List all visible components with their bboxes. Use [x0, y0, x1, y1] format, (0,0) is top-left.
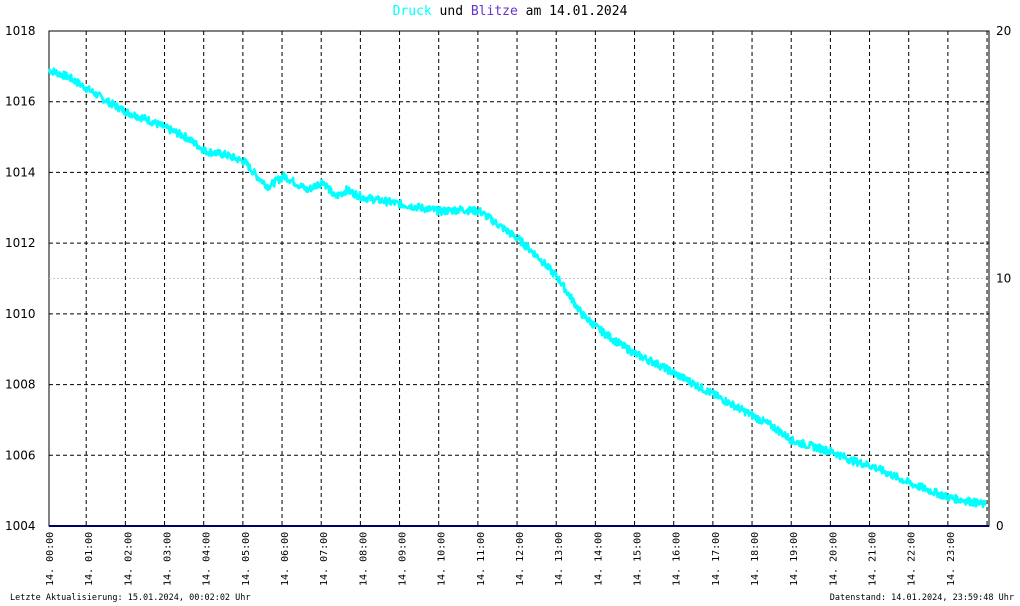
- title-blitze: Blitze: [470, 4, 518, 19]
- x-tick-label: 14. 00:00: [45, 532, 56, 586]
- x-tick-label: 14. 22:00: [907, 532, 918, 586]
- x-tick-label: 14. 01:00: [84, 532, 95, 586]
- x-tick-label: 14. 03:00: [163, 532, 174, 586]
- y-right-tick-label: 20: [996, 24, 1011, 38]
- y-right-tick-label: 10: [996, 272, 1011, 286]
- axis-layer: 1004 1006 1008 1010 1012 1014 1016 1018 0 10 20 14.…: [5, 24, 1011, 586]
- y-right-tick-label: 0: [996, 519, 1004, 533]
- x-tick-label: 14. 18:00: [750, 532, 761, 586]
- x-tick-label: 14. 08:00: [358, 532, 369, 586]
- series-druck-line: [48, 67, 987, 509]
- title-druck: Druck: [392, 4, 432, 19]
- x-tick-label: 14. 15:00: [633, 532, 644, 586]
- y-left-tick-label: 1012: [5, 236, 36, 250]
- x-tick-label: 14. 20:00: [828, 532, 839, 586]
- x-tick-label: 14. 10:00: [437, 532, 448, 586]
- grid-layer: [48, 30, 990, 527]
- x-tick-label: 14. 12:00: [515, 532, 526, 586]
- y-left-tick-label: 1016: [5, 95, 36, 109]
- y-left-tick-label: 1014: [5, 165, 36, 179]
- chart-title: Druck und Blitze am 14.01.2024: [0, 4, 1020, 19]
- y-left-tick-label: 1018: [5, 24, 36, 38]
- x-tick-label: 14. 19:00: [789, 532, 800, 586]
- x-tick-label: 14. 17:00: [711, 532, 722, 586]
- title-date: am 14.01.2024: [525, 4, 628, 19]
- x-tick-label: 14. 02:00: [123, 532, 134, 586]
- x-tick-label: 14. 04:00: [202, 532, 213, 586]
- series-layer: [48, 67, 989, 527]
- y-left-tick-label: 1004: [5, 519, 36, 533]
- y-left-tick-label: 1010: [5, 307, 36, 321]
- x-tick-label: 14. 21:00: [868, 532, 879, 586]
- x-tick-label: 14. 13:00: [554, 532, 565, 586]
- x-tick-label: 14. 16:00: [672, 532, 683, 586]
- x-tick-label: 14. 09:00: [398, 532, 409, 586]
- y-left-tick-label: 1006: [5, 448, 36, 462]
- data-status-text: Datenstand: 14.01.2024, 23:59:48 Uhr: [829, 593, 1014, 603]
- x-tick-label: 14. 11:00: [476, 532, 487, 586]
- x-tick-label: 14. 14:00: [593, 532, 604, 586]
- x-tick-label: 14. 23:00: [946, 532, 957, 586]
- x-tick-label: 14. 05:00: [241, 532, 252, 586]
- x-tick-label: 14. 06:00: [280, 532, 291, 586]
- x-tick-label: 14. 07:00: [319, 532, 330, 586]
- title-und: und: [439, 4, 464, 19]
- y-left-tick-label: 1008: [5, 378, 36, 392]
- last-update-text: Letzte Aktualisierung: 15.01.2024, 00:02…: [10, 593, 251, 603]
